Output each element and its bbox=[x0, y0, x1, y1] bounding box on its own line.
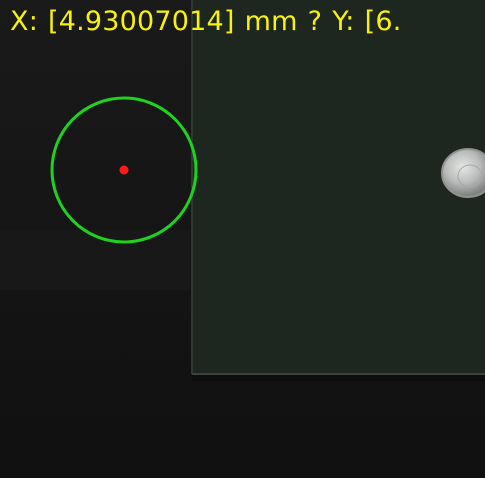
x-label: X: bbox=[10, 6, 38, 37]
texture-band bbox=[0, 380, 485, 478]
target-circle-icon bbox=[50, 96, 198, 244]
dark-board bbox=[192, 0, 485, 374]
texture-band bbox=[0, 230, 190, 290]
separator: ? bbox=[307, 6, 323, 37]
x-value: [4.93007014] bbox=[48, 6, 235, 37]
center-dot-icon bbox=[119, 165, 129, 175]
coin-icon bbox=[441, 148, 485, 198]
position-readout: X: [4.93007014] mm? Y: [6. bbox=[10, 4, 402, 40]
board-shadow bbox=[192, 375, 485, 381]
x-unit: mm bbox=[244, 6, 298, 37]
y-value: [6. bbox=[364, 6, 402, 37]
y-label: Y: bbox=[332, 6, 355, 37]
